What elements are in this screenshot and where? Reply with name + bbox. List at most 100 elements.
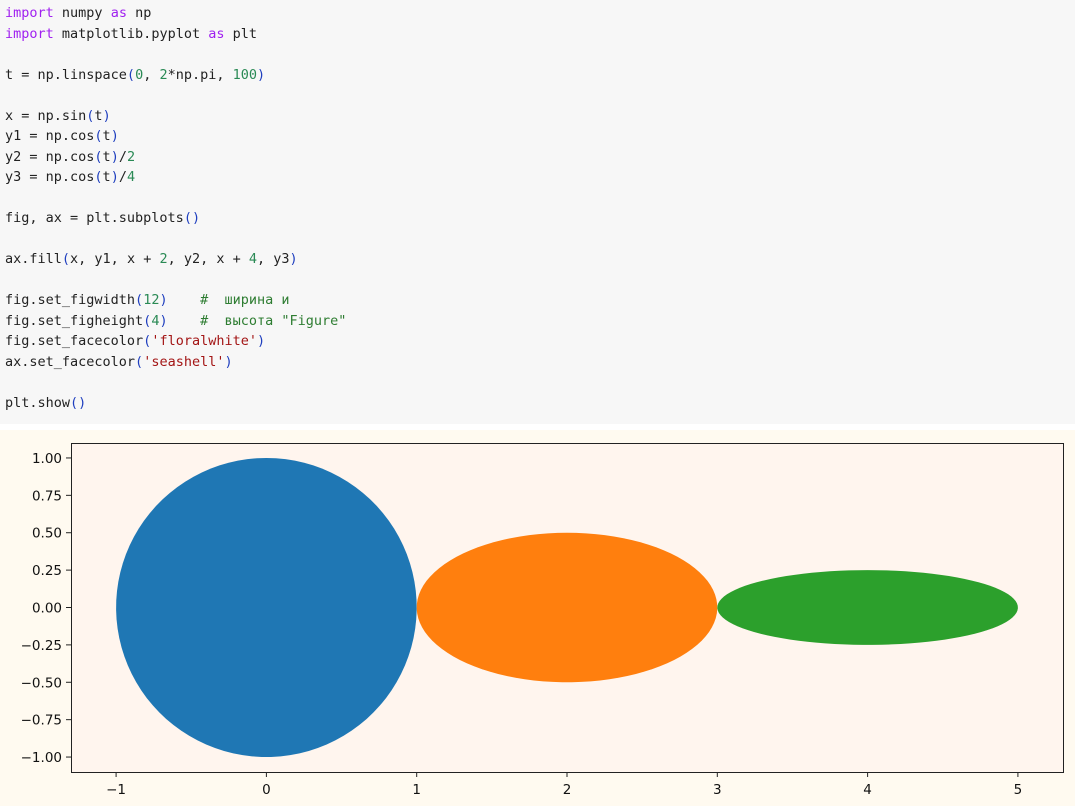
- code-line: y2 = np.cos(t)/2: [5, 147, 1075, 168]
- code-token: y3 = np.cos: [5, 169, 95, 185]
- code-line: t = np.linspace(0, 2*np.pi, 100): [5, 65, 1075, 86]
- x-tick-label: −1: [106, 782, 126, 798]
- code-token: , y3: [257, 251, 290, 267]
- code-token: ): [110, 128, 119, 144]
- code-token: (: [126, 66, 136, 83]
- x-axis: −1 0 1 2 3 4 5: [106, 772, 1022, 798]
- code-token: fig, ax = plt.subplots: [5, 210, 184, 226]
- y-tick-label: −0.25: [21, 638, 62, 654]
- code-line: [5, 188, 1075, 209]
- y-tick-label: −0.75: [21, 713, 62, 729]
- x-tick-label: 3: [713, 782, 722, 798]
- code-line: y3 = np.cos(t)/4: [5, 167, 1075, 188]
- code-token: ax.set_facecolor: [5, 353, 136, 370]
- x-tick-label: 5: [1014, 782, 1023, 798]
- code-token: (): [183, 210, 201, 226]
- code-token: import: [5, 5, 54, 21]
- code-token: 100: [232, 66, 258, 83]
- code-token: 2: [159, 251, 168, 267]
- code-token: , y2, x +: [167, 251, 249, 267]
- code-token: t: [102, 169, 111, 185]
- code-token: # ширина и: [200, 292, 290, 308]
- code-token: ): [159, 312, 168, 329]
- code-line: fig.set_figheight(4) # высота "Figure": [5, 311, 1075, 332]
- code-line: import matplotlib.pyplot as plt: [5, 24, 1075, 45]
- code-token: t: [102, 128, 111, 144]
- y-tick-label: −1.00: [21, 750, 62, 766]
- code-token: ): [289, 251, 298, 267]
- code-cell[interactable]: import numpy as np import matplotlib.pypl…: [0, 0, 1075, 424]
- code-token: (: [143, 333, 152, 349]
- code-token: 4: [248, 251, 258, 267]
- figure: −1 0 1 2 3 4 5 1.00 0.75 0.50 0.25 0.00 −0.25 −0.50 −…: [0, 430, 1075, 806]
- code-token: fig.set_figwidth: [5, 292, 136, 308]
- code-token: 'floralwhite': [151, 333, 257, 349]
- code-token: [168, 313, 201, 329]
- code-token: y1 = np.cos: [5, 128, 95, 144]
- fill-shape-1: [116, 457, 417, 757]
- x-tick-label: 2: [563, 782, 572, 798]
- code-token: x = np.sin: [5, 107, 87, 124]
- code-editor[interactable]: import numpy as np import matplotlib.pypl…: [5, 3, 1075, 413]
- code-token: ): [257, 66, 266, 83]
- code-token: 4: [126, 169, 136, 185]
- code-token: fig.set_figheight: [5, 312, 144, 329]
- code-token: ): [224, 353, 233, 370]
- code-token: 2: [126, 148, 136, 165]
- fill-shape-3: [717, 570, 1018, 645]
- code-token: t: [94, 107, 103, 124]
- code-token: 12: [143, 292, 160, 308]
- code-token: (: [94, 169, 103, 185]
- y-tick-label: 0.25: [32, 563, 62, 579]
- code-line: [5, 44, 1075, 65]
- code-token: /: [118, 148, 127, 165]
- x-tick-label: 0: [262, 782, 271, 798]
- code-token: t = np.linspace: [5, 66, 127, 83]
- code-token: 0: [135, 66, 144, 83]
- code-token: (: [94, 128, 103, 144]
- fill-shape-2: [416, 532, 718, 683]
- y-axis: 1.00 0.75 0.50 0.25 0.00 −0.25 −0.50 −0.75 −1.00: [21, 451, 71, 766]
- code-line: ax.fill(x, y1, x + 2, y2, x + 4, y3): [5, 249, 1075, 270]
- code-token: ): [256, 333, 266, 349]
- y-tick-label: −0.50: [21, 675, 62, 691]
- code-token: ): [110, 148, 119, 165]
- code-token: 4: [151, 312, 160, 329]
- code-line: ax.set_facecolor('seashell'): [5, 352, 1075, 373]
- code-token: 2: [159, 66, 168, 83]
- code-token: /: [118, 169, 127, 185]
- code-token: (: [86, 107, 95, 124]
- code-token: 'seashell': [143, 353, 225, 370]
- y-tick-label: 0.00: [32, 601, 62, 617]
- code-token: import: [5, 25, 54, 42]
- code-token: plt: [224, 25, 257, 42]
- y-tick-label: 0.50: [32, 526, 62, 542]
- code-line: fig, ax = plt.subplots(): [5, 208, 1075, 229]
- code-token: ): [102, 107, 111, 124]
- code-line: [5, 372, 1075, 393]
- code-token: [168, 292, 201, 308]
- code-token: (: [135, 353, 144, 370]
- code-token: (: [135, 292, 144, 308]
- code-line: y1 = np.cos(t): [5, 126, 1075, 147]
- code-token: ,: [143, 66, 160, 83]
- y-tick-label: 1.00: [32, 451, 62, 467]
- code-token: as: [208, 25, 225, 42]
- x-tick-label: 4: [863, 782, 872, 798]
- code-line: [5, 85, 1075, 106]
- code-token: matplotlib.pyplot: [53, 25, 209, 42]
- code-token: x, y1, x +: [70, 251, 160, 267]
- code-line: plt.show(): [5, 393, 1075, 414]
- code-token: (: [143, 312, 152, 329]
- code-token: ax.fill: [5, 251, 62, 267]
- code-token: (: [61, 251, 71, 267]
- code-line: x = np.sin(t): [5, 106, 1075, 127]
- code-token: fig.set_facecolor: [5, 333, 144, 349]
- output-cell: −1 0 1 2 3 4 5 1.00 0.75 0.50 0.25 0.00 −0.25 −0.50 −…: [0, 430, 1075, 806]
- code-token: as: [110, 5, 127, 21]
- code-line: import numpy as np: [5, 3, 1075, 24]
- code-token: (: [94, 148, 103, 165]
- code-line: fig.set_facecolor('floralwhite'): [5, 331, 1075, 352]
- code-token: y2 = np.cos: [5, 148, 95, 165]
- code-token: *np.pi,: [167, 66, 233, 83]
